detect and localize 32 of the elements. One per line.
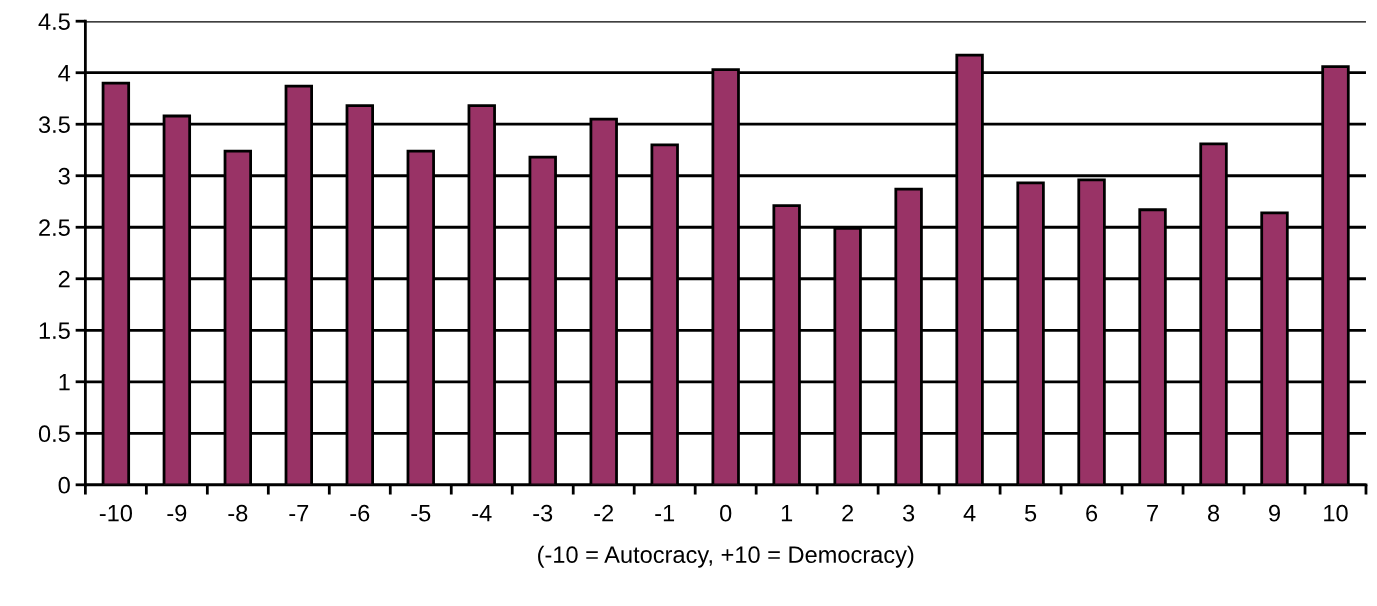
x-tick-label: 5 [1024, 505, 1037, 522]
x-tick-label: 6 [1086, 504, 1098, 522]
x-tick-label: -7 [289, 505, 309, 522]
x-tick-label: -1 [655, 505, 675, 522]
x-tick-label: -9 [167, 504, 187, 522]
y-tick-label: 2 [58, 270, 70, 288]
x-tick-label: 9 [1269, 504, 1280, 522]
x-tick-label: 4 [963, 505, 976, 522]
y-tick-label: 4.5 [38, 13, 70, 30]
x-tick-label: -5 [411, 505, 431, 522]
x-tick-label: 8 [1207, 504, 1220, 522]
x-tick-label: 1 [781, 505, 793, 522]
x-tick-label: -2 [594, 504, 614, 522]
y-tick-label: 2.5 [39, 219, 70, 237]
y-tick-label: 4 [58, 65, 71, 82]
x-axis-title: (-10 = Autocracy, +10 = Democracy) [538, 545, 914, 568]
x-tick-label: -3 [533, 504, 553, 522]
x-tick-label: 10 [1324, 504, 1348, 522]
y-tick-label: 1.5 [39, 322, 70, 340]
x-tick-label: -8 [228, 504, 248, 522]
x-tick-label: 0 [720, 504, 732, 522]
x-tick-label: 3 [902, 504, 915, 522]
y-tick-label: 3 [58, 167, 70, 185]
x-tick-label: -10 [99, 504, 133, 522]
y-tick-label: 1 [59, 374, 70, 391]
y-tick-label: 0.5 [38, 425, 70, 443]
x-tick-label: -6 [350, 504, 370, 522]
x-tick-label: -4 [472, 505, 492, 522]
x-tick-label: 2 [842, 504, 854, 522]
x-tick-label: 7 [1147, 505, 1158, 522]
y-tick-label: 3.5 [38, 116, 70, 134]
y-tick-label: 0 [58, 476, 70, 494]
